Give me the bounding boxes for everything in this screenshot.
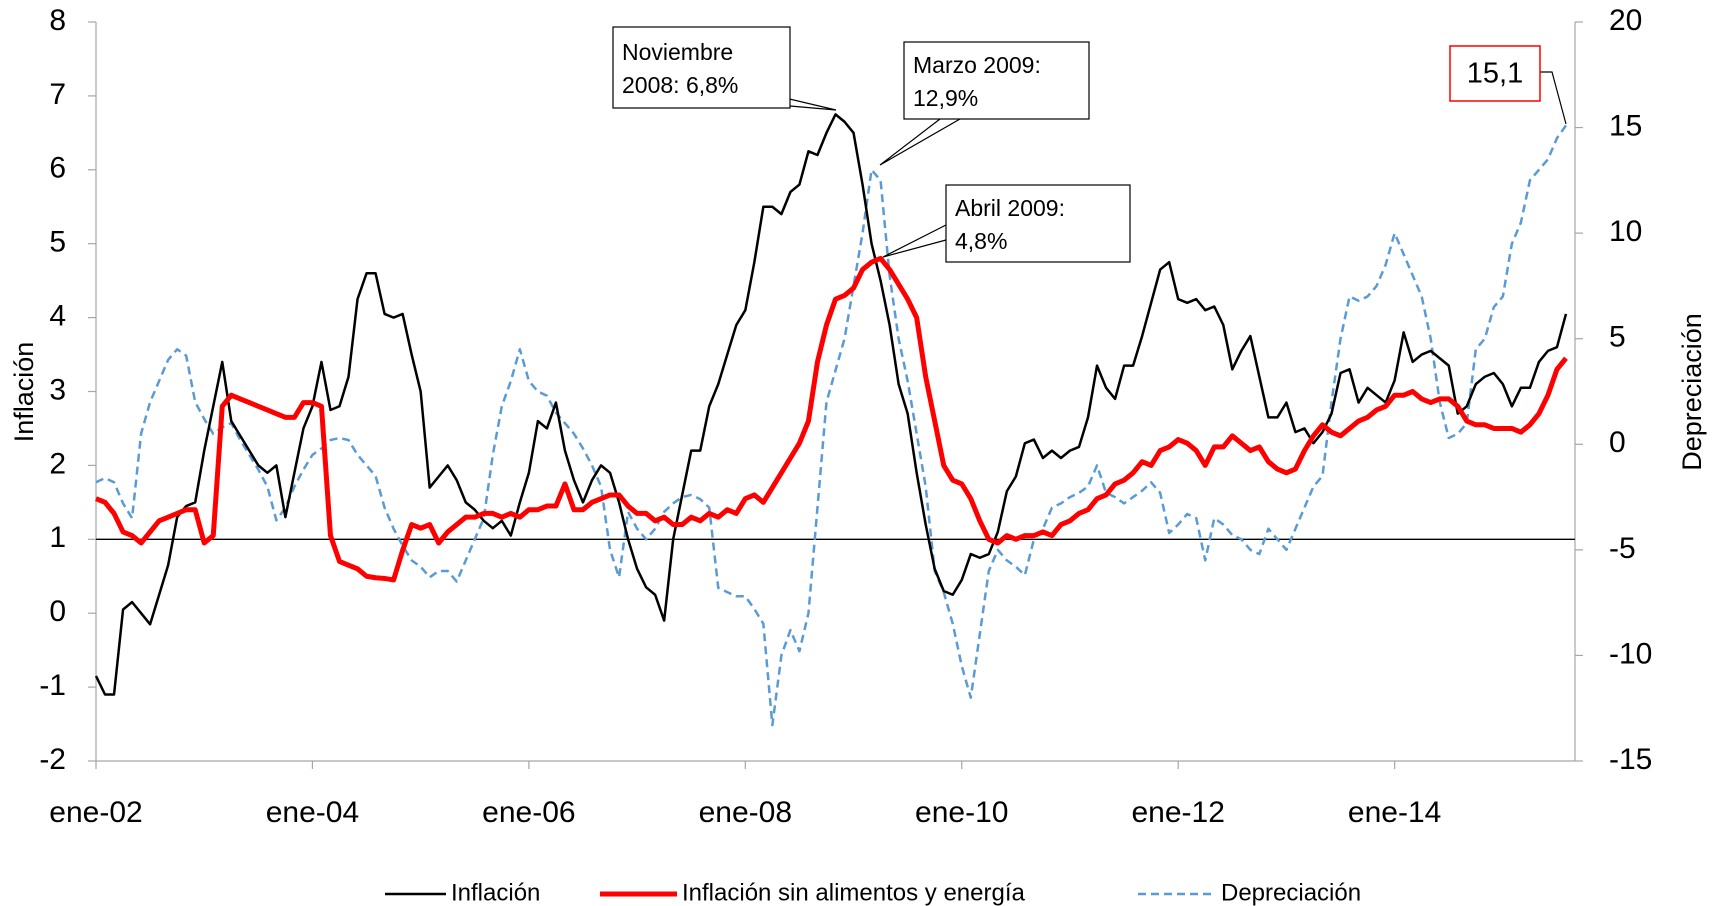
- callout-pointer: [879, 118, 961, 166]
- y2-tick-label: 20: [1609, 4, 1642, 37]
- series-line: [94, 113, 1568, 696]
- annotation-text: 12,9%: [913, 85, 978, 111]
- callout-box: [1449, 45, 1541, 102]
- x-tick-label: ene-04: [266, 796, 359, 829]
- y-tick-label: 4: [49, 300, 66, 333]
- legend-label: Inflación: [451, 879, 540, 906]
- y-tick-label: 3: [49, 373, 66, 406]
- callout-pointer: [1540, 71, 1567, 125]
- annotation-nov: Noviembre 2008: 6,8%: [612, 26, 837, 111]
- y2-tick-label: 10: [1609, 215, 1642, 248]
- x-tick-label: ene-12: [1131, 796, 1224, 829]
- annotation-text: Abril 2009:: [955, 195, 1065, 221]
- annotation-text: 2008: 6,8%: [622, 72, 738, 98]
- y-tick-label: 1: [49, 521, 66, 554]
- x-tick-label: ene-08: [699, 796, 792, 829]
- x-tick-label: ene-14: [1348, 796, 1441, 829]
- annotation-mar: Marzo 2009: 12,9%: [879, 41, 1090, 166]
- x-tick-label: ene-10: [915, 796, 1008, 829]
- series-line: [95, 124, 1567, 727]
- y2-tick-label: 5: [1609, 321, 1626, 354]
- annotation-text: Noviembre: [622, 39, 733, 65]
- y-tick-label: 7: [49, 78, 66, 111]
- legend-label: Depreciación: [1221, 879, 1361, 906]
- y-tick-label: -1: [39, 669, 66, 702]
- y2-tick-label: 15: [1609, 109, 1642, 142]
- annotation-text: 4,8%: [955, 228, 1007, 254]
- legend-label: Inflación sin alimentos y energía: [682, 879, 1026, 906]
- x-tick-label: ene-06: [482, 796, 575, 829]
- y2-tick-label: -10: [1609, 637, 1652, 670]
- y-tick-label: 2: [49, 447, 66, 480]
- y-tick-label: 5: [49, 226, 66, 259]
- series-line: [95, 255, 1568, 583]
- annotation-text: 15,1: [1467, 58, 1523, 90]
- y2-tick-label: -5: [1609, 532, 1636, 565]
- y-tick-label: 8: [49, 4, 66, 37]
- callout-box: [945, 184, 1131, 263]
- annotation-text: Marzo 2009:: [913, 52, 1041, 78]
- y-tick-label: -2: [39, 743, 66, 776]
- callout-pointer: [882, 224, 947, 258]
- y2-tick-label: 0: [1609, 426, 1626, 459]
- y2-tick-label: -15: [1609, 743, 1652, 776]
- x-tick-label: ene-02: [49, 796, 142, 829]
- y-tick-label: 0: [49, 595, 66, 628]
- annotation-abr: Abril 2009: 4,8%: [882, 184, 1131, 263]
- annotation-last: 15,1: [1449, 45, 1567, 125]
- y-tick-label: 6: [49, 152, 66, 185]
- y2-axis-label: Depreciación: [1677, 313, 1707, 471]
- callout-box: [612, 26, 791, 109]
- callout-box: [903, 41, 1090, 120]
- y-axis-label: Inflación: [9, 342, 39, 443]
